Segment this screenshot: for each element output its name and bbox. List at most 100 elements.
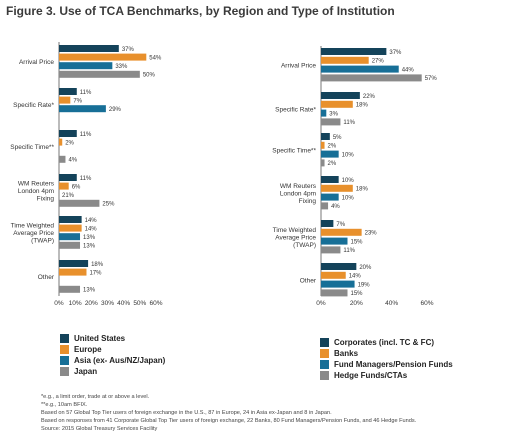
category-label: Specific Rate*	[275, 107, 316, 114]
data-label: 18%	[91, 262, 104, 268]
legend-item: Europe	[60, 344, 165, 355]
bar	[321, 271, 346, 279]
category-label: Fixing	[37, 196, 55, 203]
x-tick-label: 10%	[69, 300, 82, 307]
category-label: (TWAP)	[293, 242, 316, 249]
data-label: 5%	[333, 135, 342, 141]
legend-swatch	[60, 334, 69, 343]
bar	[321, 184, 353, 192]
data-label: 18%	[356, 103, 369, 109]
category-label: London 4pm	[18, 188, 54, 195]
bar	[59, 88, 77, 95]
category-label: WM Reuters	[280, 183, 317, 190]
bar	[321, 246, 341, 254]
data-label: 37%	[122, 47, 135, 53]
footnote: Based on 57 Global Top Tier users of for…	[41, 410, 332, 416]
bar-chart-by-region: 0% 10% 20% 30% 40% 50% 60%37%54%33%50%Arrival …	[10, 42, 163, 307]
category-label: Average Price	[13, 230, 54, 237]
legend-swatch	[60, 356, 69, 365]
bar	[321, 228, 362, 236]
x-tick-label: 30%	[101, 300, 114, 307]
legend-item: Fund Managers/Pension Funds	[320, 359, 453, 370]
category-label: Time Weighted	[11, 223, 55, 230]
bar	[321, 100, 353, 108]
bar	[321, 176, 339, 183]
category-label: Other	[300, 278, 317, 285]
footnote: Source: 2015 Global Treasury Services Fa…	[41, 426, 158, 432]
data-label: 10%	[342, 178, 355, 184]
legend-swatch	[60, 345, 69, 354]
bar	[59, 45, 119, 52]
data-label: 57%	[425, 76, 438, 82]
bar	[321, 141, 325, 149]
data-label: 11%	[80, 176, 92, 182]
bar	[321, 202, 329, 210]
bar	[59, 241, 81, 249]
bar	[59, 62, 113, 70]
x-tick-label: 0%	[54, 300, 64, 307]
bar	[321, 118, 341, 126]
bar	[321, 220, 334, 227]
bar	[321, 56, 369, 64]
data-label: 13%	[83, 288, 96, 294]
bar	[59, 233, 81, 241]
bar	[321, 237, 348, 245]
data-label: 21%	[62, 193, 75, 199]
category-label: Time Weighted	[273, 227, 317, 234]
footnote: Based on responses from 41 Corporate Glo…	[41, 418, 417, 424]
bar	[59, 70, 140, 78]
legend-institution: Corporates (incl. TC & FC) Banks Fund Ma…	[320, 337, 453, 381]
data-label: 14%	[85, 226, 98, 232]
bar	[321, 92, 360, 99]
bar	[59, 53, 147, 61]
legend-item: Hedge Funds/CTAs	[320, 370, 453, 381]
bar	[59, 182, 69, 190]
bar	[321, 150, 339, 158]
data-label: 54%	[149, 55, 162, 61]
data-label: 4%	[331, 204, 340, 210]
bar	[321, 280, 355, 288]
bar	[321, 133, 330, 140]
legend-item: Banks	[320, 348, 453, 359]
data-label: 14%	[349, 274, 362, 280]
bar	[59, 96, 71, 104]
bar	[321, 289, 348, 297]
data-label: 7%	[73, 98, 82, 104]
category-label: Other	[38, 274, 55, 281]
data-label: 37%	[389, 50, 402, 56]
figure-title: Figure 3. Use of TCA Benchmarks, by Regi…	[6, 4, 395, 18]
data-label: 25%	[102, 202, 115, 208]
legend-label: Japan	[74, 367, 98, 376]
category-label: Average Price	[275, 235, 316, 242]
data-label: 11%	[343, 248, 355, 254]
legend-label: Hedge Funds/CTAs	[334, 371, 408, 380]
category-label: Arrival Price	[19, 59, 54, 66]
legend-swatch	[60, 367, 69, 376]
category-label: (TWAP)	[31, 238, 54, 245]
data-label: 33%	[115, 64, 128, 70]
footnote: **e.g., 10am BFIX.	[41, 402, 88, 408]
data-label: 13%	[83, 244, 96, 250]
data-label: 14%	[85, 218, 98, 224]
x-tick-label: 50%	[133, 300, 146, 307]
data-label: 19%	[358, 282, 371, 288]
legend-item: Japan	[60, 366, 165, 377]
legend-swatch	[320, 360, 329, 369]
data-label: 10%	[342, 152, 355, 158]
bar	[321, 263, 357, 270]
bar	[321, 65, 399, 73]
bar	[321, 159, 325, 167]
data-label: 15%	[351, 239, 364, 245]
data-label: 29%	[109, 107, 122, 113]
bar	[59, 260, 89, 267]
x-tick-label: 20%	[350, 300, 363, 307]
legend-swatch	[320, 349, 329, 358]
data-label: 3%	[329, 111, 338, 117]
bar	[59, 224, 82, 232]
data-label: 50%	[143, 73, 156, 79]
bar	[59, 174, 77, 181]
data-label: 10%	[342, 195, 355, 201]
data-label: 13%	[83, 235, 96, 241]
legend-swatch	[320, 371, 329, 380]
data-label: 44%	[402, 67, 415, 73]
